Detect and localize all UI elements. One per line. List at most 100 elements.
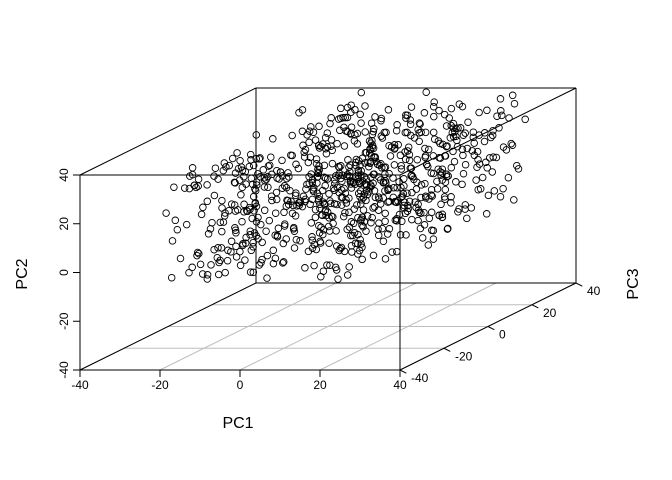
z-axis-tick (531, 304, 539, 309)
data-point (332, 266, 341, 274)
data-point (407, 171, 416, 179)
data-point (415, 137, 423, 146)
data-point (366, 181, 375, 189)
z-tick-label: 40 (587, 284, 601, 298)
data-point (402, 231, 410, 239)
data-point (416, 120, 424, 128)
data-point (343, 103, 352, 112)
data-point (489, 153, 497, 161)
data-point (436, 154, 445, 162)
data-point (461, 160, 470, 169)
data-point (421, 179, 429, 188)
data-point (421, 192, 430, 201)
data-point (197, 210, 206, 219)
data-point (218, 227, 226, 236)
z-tick-label: 20 (543, 306, 557, 320)
data-point (217, 244, 226, 252)
data-point (361, 128, 369, 136)
data-point (264, 183, 272, 192)
data-point (167, 273, 176, 282)
data-point (374, 206, 383, 214)
data-point (260, 206, 269, 215)
data-point (376, 176, 385, 184)
data-point (496, 95, 505, 103)
data-point (386, 152, 395, 160)
data-point (313, 189, 322, 198)
data-point (476, 185, 485, 193)
data-point (240, 200, 248, 209)
data-point (227, 237, 236, 246)
data-point (459, 131, 468, 139)
data-point (262, 227, 270, 235)
data-point (323, 129, 332, 137)
data-point (204, 230, 213, 238)
data-point (222, 163, 230, 171)
data-point (291, 191, 300, 200)
data-point (273, 231, 282, 240)
data-point (337, 104, 345, 113)
data-point (510, 196, 518, 204)
data-point (253, 181, 261, 189)
data-point (227, 200, 236, 208)
data-point (188, 263, 196, 272)
data-point (489, 126, 497, 135)
data-point (449, 124, 458, 132)
data-point (203, 271, 212, 279)
data-point (225, 206, 233, 215)
data-point (367, 119, 376, 127)
data-point (327, 136, 336, 144)
data-point (323, 261, 331, 269)
data-point (404, 204, 413, 213)
data-point (430, 135, 439, 143)
data-point (430, 112, 438, 121)
data-point (223, 256, 232, 265)
data-point (421, 144, 429, 153)
data-point (335, 169, 344, 177)
data-point (180, 184, 189, 192)
data-point (280, 182, 289, 190)
data-point (345, 223, 354, 231)
data-point (447, 121, 455, 130)
data-point (446, 134, 455, 142)
data-point (445, 114, 453, 122)
data-point (324, 222, 333, 231)
data-point (356, 110, 364, 119)
data-point (203, 181, 211, 189)
data-point (298, 127, 307, 136)
data-point (288, 131, 296, 140)
data-point (351, 105, 359, 114)
data-point (441, 185, 450, 194)
data-point (258, 255, 266, 264)
data-point (170, 183, 178, 191)
data-point (243, 207, 252, 216)
data-point (397, 161, 405, 170)
data-point (285, 173, 293, 181)
data-point (349, 231, 357, 240)
data-point (252, 131, 261, 139)
data-point (397, 183, 405, 192)
data-point (219, 166, 228, 175)
data-point (435, 106, 443, 115)
data-point (378, 224, 387, 233)
data-point (430, 98, 438, 106)
data-point (343, 225, 351, 234)
data-point (260, 183, 269, 191)
data-point (428, 226, 436, 235)
data-point (407, 164, 416, 172)
data-point (264, 162, 273, 170)
data-point (417, 193, 425, 202)
data-point (433, 185, 442, 193)
data-point (354, 230, 362, 239)
data-point (381, 170, 389, 178)
data-point (315, 166, 323, 174)
data-point (464, 118, 472, 126)
data-point (303, 131, 311, 139)
data-point (233, 149, 241, 157)
data-point (379, 237, 388, 246)
data-point (254, 213, 262, 222)
data-point (280, 208, 288, 217)
z-tick-label: 0 (499, 328, 506, 342)
data-point (400, 204, 408, 212)
data-point (350, 178, 358, 187)
data-point (315, 144, 324, 152)
